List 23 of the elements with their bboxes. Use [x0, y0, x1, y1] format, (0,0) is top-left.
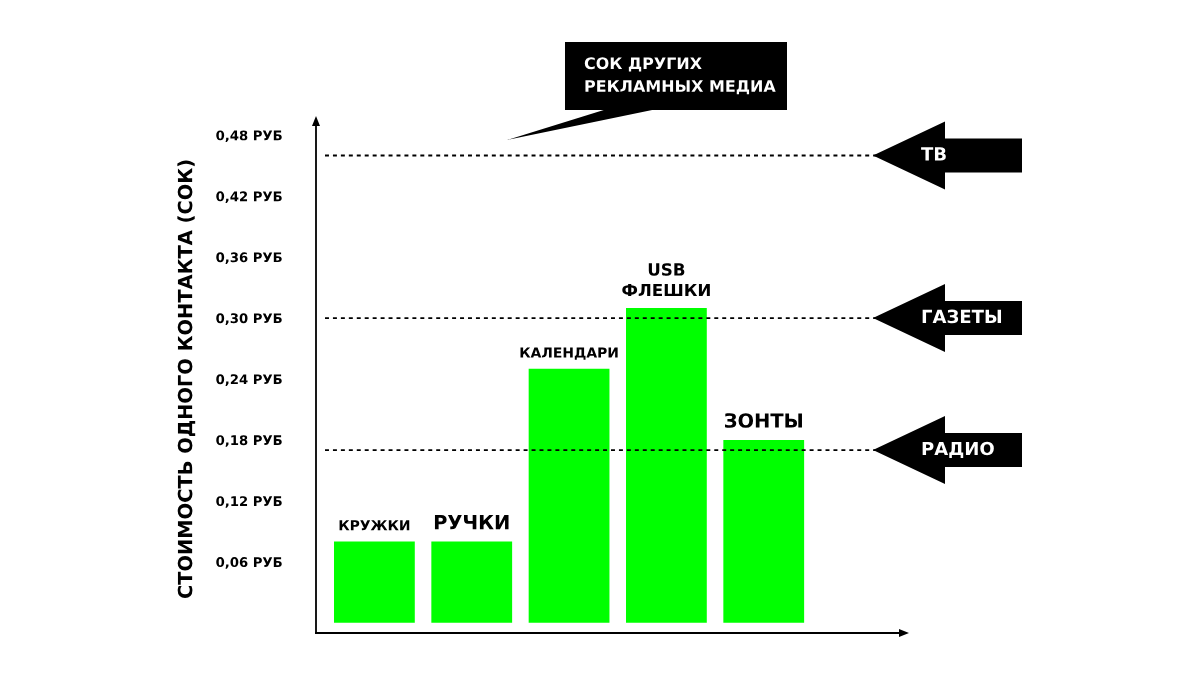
- y-tick-label: 0,06 РУБ: [216, 557, 282, 569]
- y-tick-label: 0,48 РУБ: [216, 130, 282, 143]
- y-tick-label: 0,18 РУБ: [216, 435, 282, 447]
- y-tick-label: 0,36 РУБ: [216, 252, 282, 264]
- x-tick-label: USB ФЛЕШКИ: [622, 263, 710, 297]
- x-tick-label: ЗОНТЫ: [725, 413, 802, 428]
- bar: [723, 439, 805, 623]
- x-tick-label: РУЧКИ: [434, 515, 509, 530]
- ref-line-label: ГАЗЕТЫ: [922, 309, 1002, 324]
- y-tick-label: 0,30 РУБ: [216, 313, 282, 325]
- text: СОК ДРУГИХ РЕКЛАМНЫХ МЕДИА: [584, 57, 776, 95]
- bar: [431, 541, 513, 623]
- y-tick-label: 0,12 РУБ: [216, 496, 282, 508]
- ref-line-label: ТВ: [921, 147, 946, 161]
- bar: [626, 307, 707, 623]
- y-tick-label: 0,24 РУБ: [216, 374, 282, 386]
- x-tick-label: КРУЖКИ: [339, 520, 410, 531]
- y-axis-title: СТОИМОСТЬ ОДНОГО КОНТАКТА (СОК): [177, 160, 196, 599]
- x-tick-label: КАЛЕНДАРИ: [520, 347, 618, 360]
- ref-line-label: РАДИО: [922, 441, 994, 458]
- bar: [528, 368, 610, 623]
- y-tick-label: 0,42 РУБ: [216, 191, 282, 204]
- bar: [334, 541, 415, 623]
